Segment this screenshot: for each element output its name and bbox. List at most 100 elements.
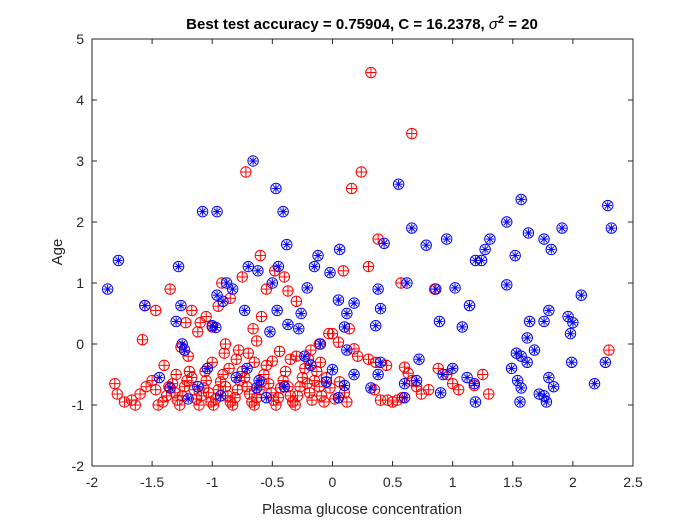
blue-star-marker (605, 222, 618, 234)
blue-star-marker (372, 368, 384, 381)
x-axis-ticks: -2 -1.5 -1 -0.5 0 0.5 1 1.5 2 2.5 (86, 39, 643, 490)
blue-star-marker (433, 315, 446, 328)
blue-star-marker (282, 318, 294, 331)
red-plus-marker (182, 350, 194, 362)
blue-star-marker (575, 289, 588, 301)
red-plus-marker (170, 368, 182, 381)
blue-star-marker (176, 338, 188, 350)
blue-star-marker (266, 277, 279, 289)
blue-star-marker (348, 297, 360, 309)
red-plus-marker (603, 344, 615, 356)
blue-star-marker (281, 238, 293, 251)
blue-star-marker (522, 227, 535, 239)
blue-star-marker (220, 277, 233, 289)
red-plus-marker (260, 283, 273, 295)
red-plus-marker (362, 353, 375, 365)
blue-star-marker (370, 320, 382, 332)
blue-star-marker (164, 382, 176, 394)
blue-star-marker (398, 391, 411, 404)
red-plus-marker (230, 353, 242, 365)
blue-star-marker (547, 381, 560, 393)
red-plus-marker (337, 265, 349, 277)
blue-star-marker (538, 315, 550, 328)
blue-star-marker (178, 344, 191, 356)
blue-star-marker (501, 216, 513, 228)
red-plus-marker (326, 327, 339, 340)
red-plus-marker (273, 345, 286, 358)
blue-star-marker (523, 315, 536, 328)
y-tick-label: 4 (76, 92, 84, 108)
red-plus-marker (109, 377, 121, 390)
red-plus-marker (194, 316, 206, 329)
blue-star-marker (206, 320, 218, 332)
x-tick-label: 0 (329, 474, 337, 490)
blue-star-marker (314, 338, 327, 350)
red-plus-marker (254, 249, 267, 262)
red-plus-marker (157, 396, 169, 408)
blue-star-marker (475, 254, 488, 267)
blue-star-marker (348, 368, 360, 381)
x-tick-label: 2 (569, 474, 577, 490)
red-plus-marker (150, 304, 162, 317)
x-tick-label: 2.5 (623, 474, 643, 490)
red-plus-marker (226, 399, 239, 411)
blue-star-marker (545, 243, 557, 256)
blue-star-marker (413, 353, 425, 365)
red-plus-marker (158, 359, 170, 372)
red-plus-marker (398, 361, 411, 373)
blue-star-marker (565, 356, 578, 368)
blue-star-marker (175, 299, 187, 312)
blue-star-marker (514, 396, 526, 408)
blue-star-marker (320, 376, 333, 388)
blue-star-marker (446, 362, 459, 375)
blue-star-marker (456, 321, 468, 333)
blue-star-marker (101, 283, 114, 295)
red-plus-marker (446, 377, 459, 390)
red-plus-marker (136, 334, 149, 346)
blue-star-marker (374, 356, 387, 368)
blue-star-marker (238, 304, 251, 317)
blue-star-marker (511, 374, 524, 387)
blue-star-marker (401, 277, 413, 289)
blue-star-marker (543, 304, 555, 317)
x-tick-label: 1.5 (503, 474, 523, 490)
red-plus-marker (200, 310, 212, 323)
blue-star-marker (374, 302, 387, 315)
blue-star-marker (139, 299, 151, 312)
chart-title: Best test accuracy = 0.75904, C = 16.237… (186, 14, 538, 33)
red-plus-marker (291, 390, 304, 402)
blue-star-marker (515, 193, 527, 206)
y-tick-label: -1 (72, 397, 85, 413)
x-tick-label: -2 (86, 474, 99, 490)
x-axis-label: Plasma glucose concentration (262, 501, 462, 518)
blue-star-marker (153, 371, 166, 384)
red-plus-marker (134, 388, 146, 400)
blue-star-marker (112, 254, 125, 267)
blue-star-marker (501, 279, 513, 291)
red-plus-marker (140, 381, 152, 393)
blue-star-marker (305, 359, 317, 372)
y-tick-label: 5 (76, 31, 84, 47)
blue-star-marker (277, 205, 289, 218)
red-plus-marker (217, 368, 229, 381)
red-plus-marker (406, 127, 418, 140)
red-plus-marker (186, 304, 198, 317)
blue-star-marker (192, 381, 204, 393)
blue-star-marker (437, 368, 449, 381)
blue-star-marker (214, 390, 227, 402)
blue-star-marker (410, 374, 423, 387)
blue-star-marker (378, 237, 390, 250)
red-plus-marker (483, 388, 495, 400)
red-plus-marker (315, 390, 328, 402)
blue-star-marker (392, 178, 405, 190)
red-plus-marker (272, 391, 285, 404)
red-plus-marker (111, 388, 123, 400)
y-tick-label: 2 (76, 214, 84, 230)
red-plus-marker (324, 382, 336, 394)
red-plus-marker (266, 355, 279, 367)
blue-star-marker (540, 396, 553, 408)
red-plus-marker (251, 335, 263, 347)
red-plus-marker (150, 384, 162, 396)
blue-star-marker (430, 283, 442, 295)
